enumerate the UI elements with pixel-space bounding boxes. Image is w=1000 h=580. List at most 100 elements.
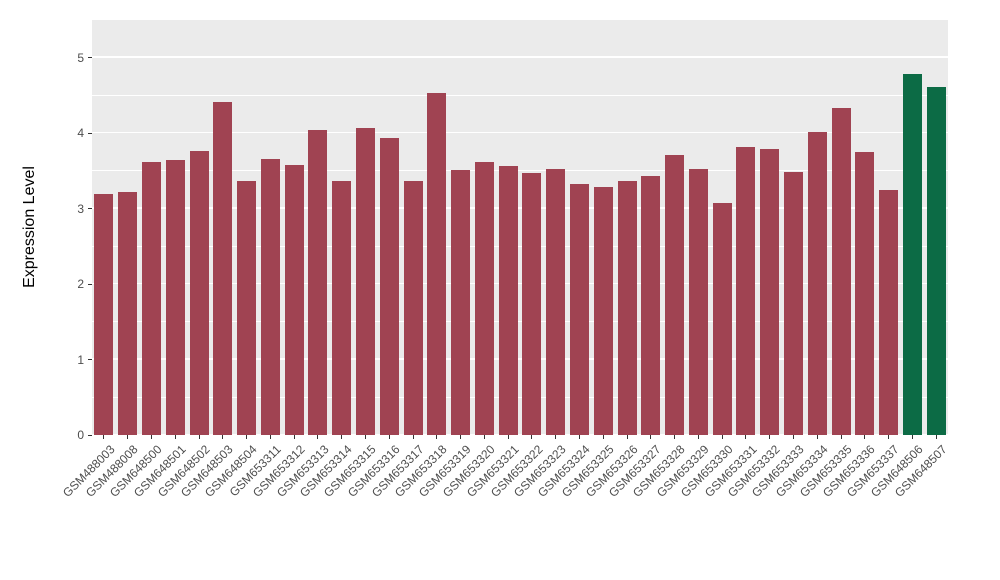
bar	[902, 74, 922, 435]
bar	[308, 130, 328, 435]
x-tickmark	[578, 435, 580, 439]
bar	[736, 146, 756, 435]
x-tick-label: GSM648501	[130, 442, 189, 500]
x-tick-label: GSM653320	[439, 442, 498, 500]
x-tickmark	[769, 435, 771, 439]
y-axis-title: Expression Level	[21, 166, 38, 288]
bar	[546, 169, 566, 435]
x-tickmark	[721, 435, 723, 439]
x-tick-label: GSM653313	[273, 442, 332, 500]
bar	[617, 181, 637, 435]
x-tick-label: GSM653324	[535, 442, 593, 500]
x-tickmark	[650, 435, 652, 439]
bar	[712, 203, 732, 435]
minor-gridline	[92, 396, 948, 398]
bar	[260, 158, 280, 435]
minor-gridline	[92, 245, 948, 247]
x-tick-label: GSM653312	[249, 442, 308, 500]
x-tick-label: GSM648500	[107, 442, 165, 500]
x-tickmark	[935, 435, 937, 439]
y-tick-label: 5	[77, 50, 84, 65]
bar	[355, 127, 375, 435]
bar	[593, 186, 613, 435]
x-tick-label: GSM648502	[154, 442, 213, 500]
x-tickmark	[246, 435, 248, 439]
bar	[332, 181, 352, 435]
x-tickmark	[222, 435, 224, 439]
y-tick-label: 0	[77, 428, 84, 442]
x-tick-label: GSM653315	[321, 442, 379, 500]
x-tick-label: GSM653321	[463, 442, 522, 500]
x-tickmark	[388, 435, 390, 439]
x-tickmark	[174, 435, 176, 439]
x-tickmark	[269, 435, 271, 439]
x-tickmark	[317, 435, 319, 439]
bar	[760, 149, 780, 435]
minor-gridline	[92, 94, 948, 96]
x-tickmark	[555, 435, 557, 439]
x-tickmark	[198, 435, 200, 439]
y-tick-label: 4	[77, 126, 84, 141]
bar	[474, 161, 494, 435]
x-tick-label: GSM653332	[725, 442, 783, 500]
x-tick-label: GSM653336	[820, 442, 878, 500]
x-tick-label: GSM648507	[891, 442, 950, 500]
bar	[189, 151, 209, 435]
bar	[379, 137, 399, 435]
x-tickmark	[436, 435, 438, 439]
x-tickmark	[745, 435, 747, 439]
bar	[855, 152, 875, 435]
x-tick-label: GSM653330	[677, 442, 736, 500]
x-tickmark	[103, 435, 105, 439]
x-tick-label: GSM653327	[606, 442, 664, 500]
bar	[213, 101, 233, 435]
y-tick-label: 1	[77, 352, 84, 367]
x-tick-label: GSM653322	[487, 442, 546, 500]
minor-gridline	[92, 321, 948, 322]
x-tickmark	[840, 435, 842, 439]
x-tickmark	[911, 435, 913, 439]
bar	[141, 161, 161, 435]
bar	[403, 180, 423, 435]
x-tickmark	[507, 435, 509, 439]
x-tickmark	[792, 435, 794, 439]
x-tick-label: GSM653325	[558, 442, 617, 500]
x-tickmark	[127, 435, 129, 439]
x-tickmark	[602, 435, 604, 439]
x-tick-label: GSM653311	[226, 442, 284, 500]
bar	[237, 180, 257, 435]
major-gridline	[92, 131, 948, 134]
x-tick-label: GSM488003	[59, 442, 118, 500]
bar	[879, 189, 899, 435]
x-tick-label: GSM653317	[368, 442, 427, 500]
x-tickmark	[697, 435, 699, 439]
bar	[926, 87, 946, 435]
bar	[688, 169, 708, 435]
x-tickmark	[150, 435, 152, 439]
x-tickmark	[341, 435, 343, 439]
x-tickmark	[412, 435, 414, 439]
minor-gridline	[92, 170, 948, 171]
x-tickmark	[460, 435, 462, 439]
bar	[783, 171, 803, 435]
plot-panel	[92, 20, 948, 435]
major-gridline	[92, 358, 948, 360]
x-tick-label: GSM653314	[297, 442, 355, 500]
bar	[451, 170, 471, 435]
bar	[641, 176, 661, 435]
bar	[165, 159, 185, 435]
x-tick-label: GSM653335	[796, 442, 855, 500]
x-tickmark	[531, 435, 533, 439]
x-tick-label: GSM653337	[844, 442, 902, 500]
x-tick-label: GSM653334	[772, 442, 831, 500]
bar	[284, 164, 304, 435]
x-tick-label: GSM488008	[83, 442, 141, 500]
bar	[569, 183, 589, 435]
x-tickmark	[674, 435, 676, 439]
x-tick-label: GSM648506	[867, 442, 926, 500]
bar	[831, 108, 851, 435]
x-tickmark	[483, 435, 485, 439]
x-tick-label: GSM653331	[701, 442, 760, 500]
bar	[118, 192, 138, 435]
